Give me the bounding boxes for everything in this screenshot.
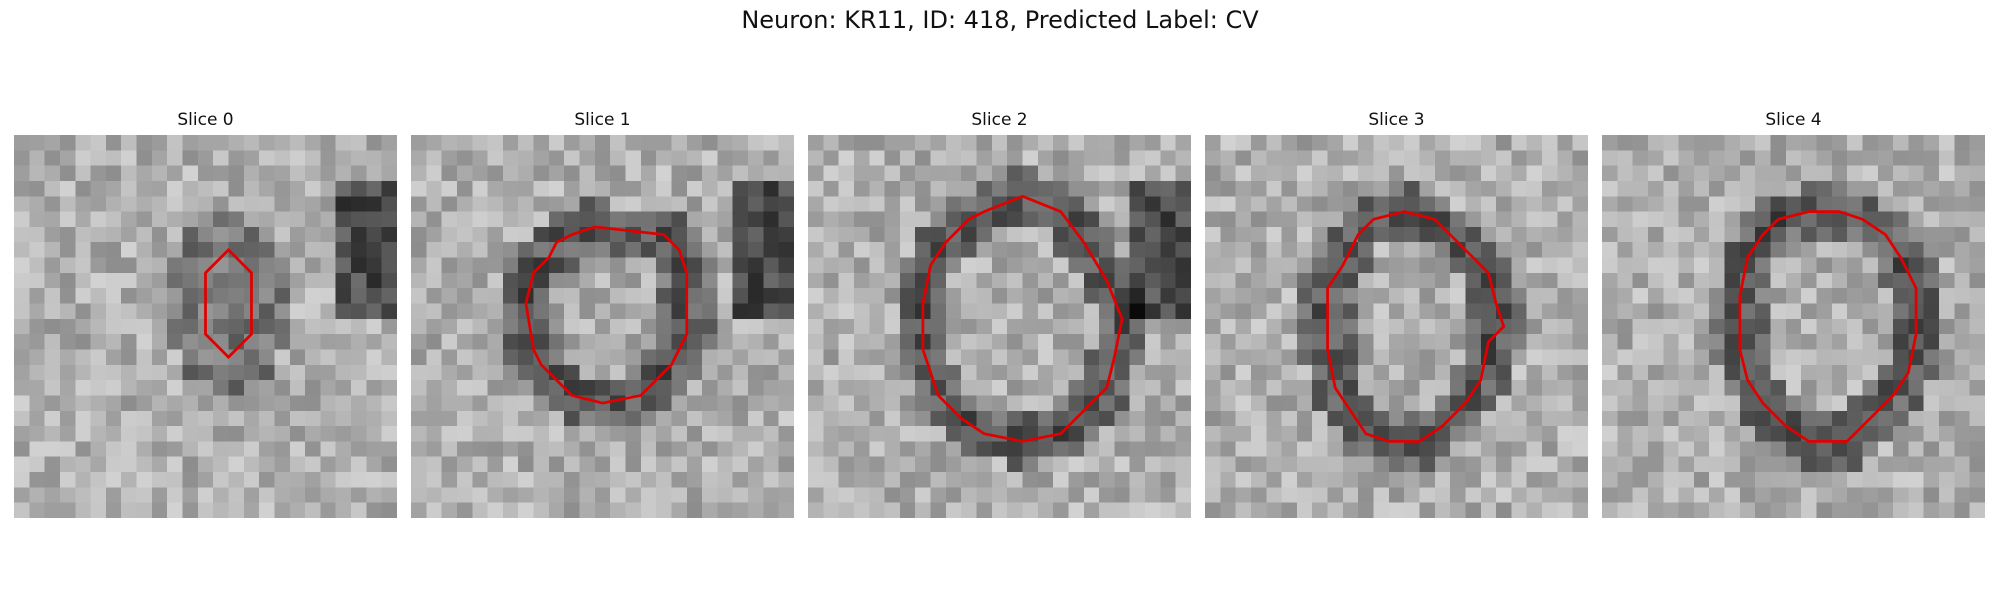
slice-title: Slice 1 [574, 110, 631, 130]
slice-image [1205, 135, 1588, 518]
slice-svg [14, 135, 397, 518]
slice-panel-2: Slice 2 [808, 105, 1191, 518]
slice-panel-3: Slice 3 [1205, 105, 1588, 518]
slice-image [808, 135, 1191, 518]
slice-svg [808, 135, 1191, 518]
slice-title: Slice 2 [971, 110, 1028, 130]
slice-panel-0: Slice 0 [14, 105, 397, 518]
slice-image [1602, 135, 1985, 518]
slice-title: Slice 0 [177, 110, 234, 130]
figure-title: Neuron: KR11, ID: 418, Predicted Label: … [741, 6, 1259, 34]
slice-image [14, 135, 397, 518]
neuron-contour [921, 194, 1124, 443]
neuron-contour [524, 225, 689, 405]
neuron-contour [1326, 210, 1506, 443]
slice-panel-1: Slice 1 [411, 105, 794, 518]
slice-image [411, 135, 794, 518]
slice-svg [1205, 135, 1588, 518]
neuron-contour [204, 247, 253, 360]
slice-title: Slice 4 [1765, 110, 1822, 130]
neuron-contour [1738, 210, 1918, 443]
slice-svg [411, 135, 794, 518]
slice-title: Slice 3 [1368, 110, 1425, 130]
slice-svg [1602, 135, 1985, 518]
slice-panel-4: Slice 4 [1602, 105, 1985, 518]
